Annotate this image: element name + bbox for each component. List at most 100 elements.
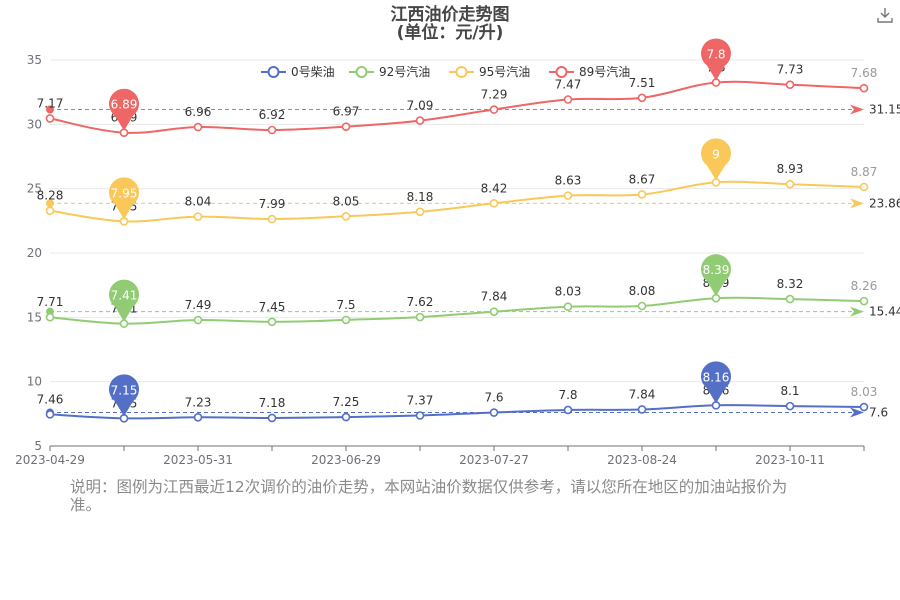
data-label: 7.47 [555,78,582,92]
data-label: 8.93 [777,162,804,176]
legend-item-3[interactable]: 89号汽油 [549,64,630,79]
data-point [267,413,277,423]
pin-marker [701,138,732,181]
download-icon[interactable] [876,6,894,24]
data-point [267,214,277,224]
pin-marker [108,177,139,220]
legend-item-1[interactable]: 92号汽油 [349,64,430,79]
legend-marker [355,66,368,78]
series-1: 15.44 7.71 7.41 7.49 7.45 7.5 7.62 7.84 8.03 8.08… [37,254,900,328]
data-label: 7.51 [629,76,656,90]
data-label: 7.18 [259,396,286,410]
data-point [193,122,203,132]
data-point [637,93,647,103]
data-point [193,315,203,325]
chart-subtitle: (单位：元/升) [397,22,504,43]
average-label: 7.6 [869,406,888,420]
data-label: 7.84 [629,387,656,401]
series-line [49,80,865,134]
legend-label: 89号汽油 [579,64,630,79]
data-label: 7.23 [185,395,212,409]
x-tick-label: 2023-08-24 [607,453,677,467]
legend-item-0[interactable]: 0号柴油 [261,65,335,79]
data-point [859,402,869,412]
pin-label: 8.16 [703,370,730,384]
pin-label: 9 [712,147,720,161]
data-label: 8.05 [333,194,360,208]
data-point [415,116,425,125]
chart-note: 说明：图例为江西最近12次调价的油价走势，本网站油价数据仅供参考，请以您所在地区… [70,478,788,514]
data-label: 7.09 [407,99,434,113]
max-pin: 8.16 [701,361,732,404]
data-label: 8.03 [555,285,582,299]
data-point [45,114,55,123]
data-label: 7.5 [336,298,355,312]
data-label: 7.6 [484,391,503,405]
legend[interactable]: 0号柴油 92号汽油 95号汽油 89号汽油 [261,64,630,79]
data-point [489,199,499,208]
data-label: 7.37 [407,394,434,408]
data-label: 7.17 [37,96,64,110]
axes: 2023-04-29 2023-05-31 2023-06-29 2023-07-27… [15,445,865,467]
grid: 5 10 15 20 25 30 35 [27,53,864,453]
x-tick-label: 2023-04-29 [15,453,85,467]
data-point [341,212,351,221]
legend-marker [455,66,468,78]
data-label: 6.97 [333,105,360,119]
y-tick-label: 25 [27,182,42,196]
data-label: 8.42 [481,181,508,195]
x-tick-label: 2023-06-29 [311,453,381,467]
data-point [563,95,573,104]
data-point [267,125,277,135]
average-arrow [850,198,864,209]
data-label: 7.25 [333,395,360,409]
pin-marker [109,279,139,322]
data-label: 8.28 [37,189,64,203]
legend-item-2[interactable]: 95号汽油 [449,64,530,79]
data-point [785,294,795,304]
series-3: 31.15 7.17 6.89 6.96 6.92 6.97 7.09 7.29 7.47 7.5… [37,38,900,137]
pin-label: 8.39 [703,263,730,277]
min-pin: 7.95 [108,177,139,220]
series-layer: 7.6 7.46 7.15 7.23 7.18 7.25 7.37 7.6 7.8 7.84 8.1… [37,38,900,423]
data-label: 7.68 [851,66,878,80]
min-pin: 6.89 [108,88,139,131]
x-tick-label: 2023-05-31 [163,453,233,467]
data-point [45,206,55,215]
pin-label: 7.8 [706,48,725,62]
average-arrow [850,104,864,115]
data-point [785,179,795,189]
legend-marker [267,66,280,78]
y-tick-label: 15 [27,310,42,324]
data-label: 7.71 [37,295,64,309]
max-pin: 9 [701,138,732,181]
data-label: 6.92 [259,108,286,122]
legend-label: 92号汽油 [379,64,430,79]
series-0: 7.6 7.46 7.15 7.23 7.18 7.25 7.37 7.6 7.8 7.84 8.1… [37,361,888,423]
average-label: 15.44 [869,305,900,319]
data-point [489,307,499,316]
series-2: 23.86 8.28 7.95 8.04 7.99 8.05 8.18 8.42 8.63 8.6… [37,138,900,226]
average-arrow [850,306,864,317]
data-label: 8.32 [777,277,804,291]
average-arrow [850,407,864,418]
data-point [341,315,351,325]
pin-marker [109,374,139,417]
data-label: 8.03 [851,385,878,399]
pin-marker [701,38,732,81]
data-point [785,401,795,411]
pin-label: 6.89 [111,98,138,112]
data-label: 8.18 [407,190,434,204]
data-label: 8.63 [555,174,582,188]
legend-marker [555,66,568,78]
data-label: 7.49 [185,298,212,312]
data-point [45,410,55,419]
data-label: 7.45 [259,300,286,314]
y-tick-label: 35 [27,53,42,67]
pin-marker [701,361,732,404]
data-point [341,122,351,131]
series-line [49,404,865,420]
pin-marker [701,254,732,297]
data-point [489,408,499,417]
